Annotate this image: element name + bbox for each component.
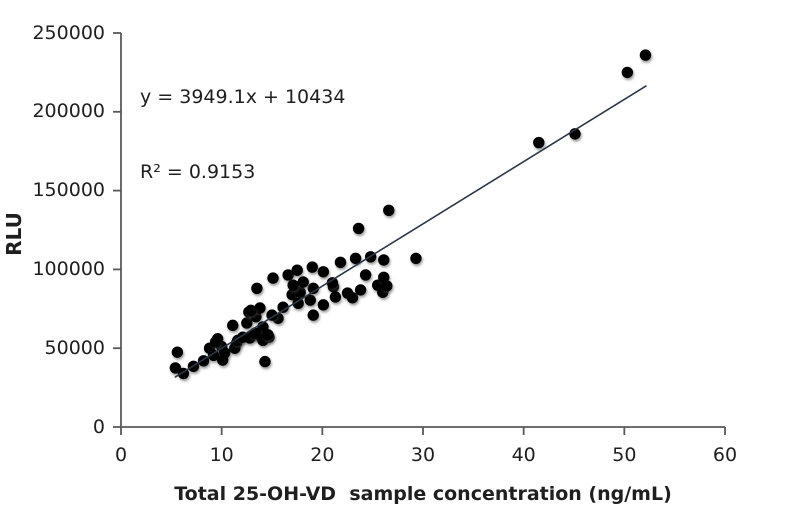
equation-line: y = 3949.1x + 10434 xyxy=(140,86,346,108)
data-point xyxy=(259,355,271,368)
x-tick-label: 0 xyxy=(114,444,128,466)
data-point xyxy=(329,291,342,303)
y-tick-label: 250000 xyxy=(32,21,105,44)
data-point xyxy=(297,276,309,288)
data-point xyxy=(287,279,299,291)
data-point xyxy=(317,266,330,278)
y-tick-label: 0 xyxy=(92,415,105,438)
data-point xyxy=(282,269,294,281)
data-point xyxy=(227,319,239,332)
data-point xyxy=(378,254,390,266)
data-point xyxy=(171,346,184,358)
data-point xyxy=(304,294,316,306)
data-point xyxy=(410,252,422,265)
trendline xyxy=(174,84,647,378)
data-point xyxy=(639,49,652,61)
data-point xyxy=(245,304,257,317)
data-point xyxy=(306,261,318,273)
x-tick-label: 50 xyxy=(612,444,637,466)
data-point xyxy=(354,284,367,296)
data-point xyxy=(291,264,303,276)
data-point xyxy=(277,301,289,313)
data-point xyxy=(349,252,362,265)
x-tick-label: 20 xyxy=(310,444,335,466)
data-point xyxy=(621,66,634,79)
x-tick-label: 60 xyxy=(712,444,738,466)
y-tick-label: 150000 xyxy=(32,179,105,202)
data-point xyxy=(262,329,274,341)
x-tick-label: 30 xyxy=(410,444,436,466)
data-point xyxy=(383,204,395,216)
y-tick-label: 100000 xyxy=(32,257,105,280)
data-point xyxy=(326,277,339,289)
data-point xyxy=(359,269,372,281)
y-tick-label: 200000 xyxy=(32,100,105,123)
data-point xyxy=(292,297,304,309)
y-tick-label: 50000 xyxy=(44,336,105,359)
data-point xyxy=(251,282,263,295)
data-point xyxy=(294,286,306,298)
data-point xyxy=(352,222,365,235)
data-point xyxy=(254,302,266,314)
r-squared-line: R² = 0.9153 xyxy=(140,161,256,183)
data-point xyxy=(241,317,253,329)
trendline-equation: y = 3949.1x + 10434 R² = 0.9153 xyxy=(140,35,345,235)
data-point xyxy=(169,362,182,374)
x-tick-label: 10 xyxy=(209,444,234,466)
data-point xyxy=(378,271,390,283)
data-point xyxy=(209,336,222,348)
data-point xyxy=(381,280,393,292)
data-point xyxy=(216,354,229,366)
data-point xyxy=(307,309,319,321)
data-point xyxy=(533,136,545,149)
data-point xyxy=(346,292,359,304)
x-tick-label: 40 xyxy=(511,444,536,466)
data-point xyxy=(266,309,278,321)
data-point xyxy=(307,282,319,295)
data-point xyxy=(267,272,279,284)
data-point xyxy=(317,299,330,311)
data-point xyxy=(334,256,347,269)
x-axis-title: Total 25-OH-VD sample concentration (ng/… xyxy=(174,483,672,505)
